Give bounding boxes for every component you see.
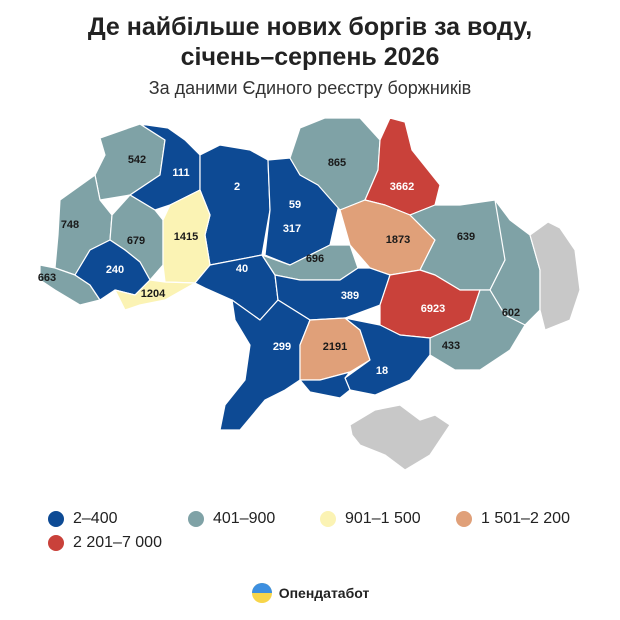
region-label-chernihiv: 865 (328, 157, 346, 169)
region-crimea (349, 404, 451, 471)
region-label-dnipropetrovsk: 6923 (421, 303, 445, 315)
legend-item-2: 401–900 (188, 510, 275, 528)
title-line-2: січень–серпень 2026 (180, 43, 440, 71)
region-label-luhansk: 602 (502, 307, 520, 319)
region-label-zaporizhzhia: 18 (376, 365, 388, 377)
legend-swatch-5 (48, 535, 64, 551)
region-odesa (219, 299, 311, 431)
legend-swatch-1 (48, 511, 64, 527)
region-label-kyiv-city: 59 (289, 199, 301, 211)
brand-name: Опендатабот (278, 585, 370, 601)
region-zhytomyr (199, 144, 271, 266)
region-label-chernivtsi: 1204 (141, 288, 166, 300)
legend-item-4: 1 501–2 200 (456, 510, 570, 528)
region-kherson (299, 371, 351, 399)
region-label-khmelnytskyi: 1415 (174, 231, 198, 243)
region-label-vinnytsia: 40 (236, 263, 248, 275)
legend-swatch-2 (188, 511, 204, 527)
legend-label-2: 401–900 (213, 510, 276, 527)
title-line-1: Де найбільше нових боргів за воду, (87, 13, 533, 41)
region-label-kirovohrad: 389 (341, 290, 359, 302)
region-label-ivano-frankivsk: 240 (106, 264, 124, 276)
legend-item-3: 901–1 500 (320, 510, 421, 528)
region-chernivtsi (114, 279, 196, 311)
legend-label-5: 2 201–7 000 (73, 534, 162, 551)
map-subtitle: За даними Єдиного реєстру боржників (148, 78, 472, 98)
region-label-volyn: 542 (128, 154, 146, 166)
region-label-lviv: 748 (61, 219, 79, 231)
legend-item-5: 2 201–7 000 (48, 534, 162, 552)
region-label-kharkiv: 639 (457, 231, 475, 243)
legend-label-3: 901–1 500 (345, 510, 421, 527)
region-label-odesa: 299 (273, 341, 291, 353)
legend-swatch-4 (456, 511, 472, 527)
legend-label-4: 1 501–2 200 (481, 510, 570, 527)
region-label-donetsk: 433 (442, 340, 460, 352)
region-label-zhytomyr: 2 (234, 181, 240, 193)
ukraine-map: 542 111 2 59 317 865 3662 748 679 1415 40 696 1873 63… (38, 117, 581, 471)
region-luhansk-occupied (529, 221, 581, 331)
legend-swatch-3 (320, 511, 336, 527)
region-label-ternopil: 679 (127, 235, 145, 247)
region-label-mykolaiv: 2191 (323, 341, 347, 353)
map-title: Де найбільше нових боргів за воду, січен… (0, 12, 620, 72)
legend-label-1: 2–400 (73, 510, 118, 527)
region-label-kyiv-oblast: 317 (283, 223, 301, 235)
region-khmelnytskyi (162, 189, 211, 284)
region-luhansk (489, 199, 541, 326)
region-label-zakarpattia: 663 (38, 272, 56, 284)
region-label-poltava: 1873 (386, 234, 410, 246)
brand-footer: Опендатабот (0, 582, 620, 604)
region-label-sumy: 3662 (390, 181, 414, 193)
region-label-cherkasy: 696 (306, 253, 324, 265)
region-zaporizhzhia (344, 317, 431, 396)
opendatabot-logo-icon (251, 583, 272, 603)
legend-item-1: 2–400 (48, 510, 118, 528)
region-label-rivne: 111 (172, 167, 189, 179)
